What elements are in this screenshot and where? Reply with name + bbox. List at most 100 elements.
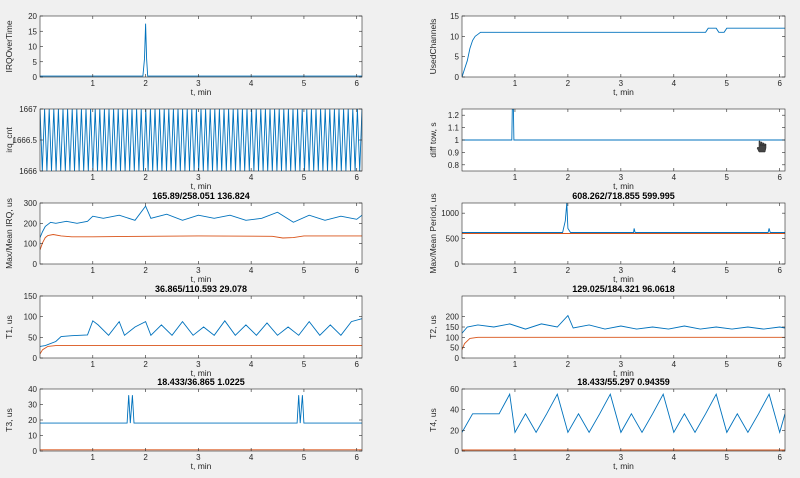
y-tick-label: 1.1 bbox=[448, 124, 460, 133]
x-tick-label: 1 bbox=[91, 79, 96, 88]
x-tick-label: 4 bbox=[672, 360, 677, 369]
series-line bbox=[40, 318, 362, 347]
chart-title: 18.433/55.297 0.94359 bbox=[577, 377, 670, 387]
x-tick-label: 2 bbox=[143, 266, 148, 275]
x-tick-label: 3 bbox=[196, 266, 201, 275]
x-tick-label: 1 bbox=[91, 173, 96, 182]
y-tick-label: 200 bbox=[446, 313, 460, 322]
x-tick-label: 3 bbox=[196, 79, 201, 88]
x-tick-label: 4 bbox=[249, 360, 254, 369]
y-tick-label: 20 bbox=[28, 416, 37, 425]
y-tick-label: 1666.5 bbox=[13, 136, 38, 145]
x-tick-label: 3 bbox=[619, 360, 624, 369]
x-tick-label: 1 bbox=[513, 453, 518, 462]
x-tick-label: 3 bbox=[196, 360, 201, 369]
plot-area bbox=[40, 16, 362, 77]
axes-frame bbox=[461, 388, 786, 452]
x-tick-label: 5 bbox=[725, 173, 730, 182]
plot-area bbox=[462, 296, 785, 358]
y-axis-label: UsedChannels bbox=[428, 19, 438, 75]
x-tick-label: 4 bbox=[672, 266, 677, 275]
x-tick-label: 6 bbox=[354, 79, 359, 88]
x-tick-label: 6 bbox=[777, 266, 782, 275]
series-line bbox=[462, 27, 785, 77]
y-axis-label: T4, us bbox=[428, 408, 438, 432]
axes-frame bbox=[461, 15, 786, 78]
x-axis-label: t, min bbox=[613, 181, 634, 191]
x-tick-label: 1 bbox=[91, 453, 96, 462]
x-axis-label: t, min bbox=[191, 461, 212, 471]
y-tick-label: 0 bbox=[455, 260, 460, 269]
x-tick-label: 2 bbox=[143, 453, 148, 462]
y-axis-label: IRQOverTime bbox=[4, 20, 14, 72]
y-tick-label: 0 bbox=[33, 73, 38, 82]
y-tick-label: 0 bbox=[33, 260, 38, 269]
x-tick-label: 5 bbox=[302, 266, 307, 275]
y-tick-label: 1667 bbox=[19, 105, 37, 114]
x-tick-label: 3 bbox=[619, 79, 624, 88]
series-line bbox=[40, 395, 362, 424]
y-tick-label: 100 bbox=[446, 333, 460, 342]
y-tick-label: 5 bbox=[33, 58, 38, 67]
x-tick-label: 3 bbox=[619, 453, 624, 462]
x-tick-label: 4 bbox=[672, 79, 677, 88]
plot-area bbox=[40, 389, 362, 451]
y-tick-label: 40 bbox=[450, 406, 459, 415]
y-axis-label: diff tow, s bbox=[428, 122, 438, 157]
x-tick-label: 2 bbox=[143, 173, 148, 182]
y-tick-label: 15 bbox=[28, 27, 37, 36]
chart-t1: 1 2 3 4 5 6 0 50 100 150 t, min T1, us 36.865/110.59… bbox=[4, 284, 363, 378]
x-tick-label: 5 bbox=[725, 360, 730, 369]
x-tick-label: 6 bbox=[777, 360, 782, 369]
y-axis-label: Max/Mean Period, us bbox=[428, 193, 438, 273]
x-tick-label: 1 bbox=[91, 266, 96, 275]
y-tick-label: 0.8 bbox=[448, 161, 460, 170]
series-line bbox=[40, 109, 362, 171]
y-tick-label: 50 bbox=[450, 344, 459, 353]
x-tick-label: 5 bbox=[302, 453, 307, 462]
x-tick-label: 4 bbox=[672, 453, 677, 462]
x-tick-label: 6 bbox=[354, 173, 359, 182]
x-tick-label: 6 bbox=[777, 173, 782, 182]
x-tick-label: 1 bbox=[513, 360, 518, 369]
x-axis-label: t, min bbox=[613, 368, 634, 378]
series-line bbox=[40, 234, 362, 250]
y-tick-label: 500 bbox=[446, 235, 460, 244]
x-axis-label: t, min bbox=[613, 461, 634, 471]
chart-title: 165.89/258.051 136.824 bbox=[152, 191, 250, 201]
x-axis-label: t, min bbox=[613, 87, 634, 97]
y-tick-label: 1.2 bbox=[448, 111, 460, 120]
series-line bbox=[462, 203, 785, 233]
y-tick-label: 30 bbox=[28, 401, 37, 410]
series-line bbox=[462, 109, 785, 141]
x-tick-label: 5 bbox=[302, 360, 307, 369]
chart-title: 129.025/184.321 96.0618 bbox=[572, 284, 675, 294]
chart-title: 18.433/36.865 1.0225 bbox=[157, 377, 245, 387]
y-tick-label: 0.9 bbox=[448, 148, 460, 157]
y-tick-label: 20 bbox=[450, 426, 459, 435]
x-axis-label: t, min bbox=[191, 181, 212, 191]
plot-area bbox=[462, 16, 785, 77]
axes-frame bbox=[39, 295, 363, 359]
x-tick-label: 5 bbox=[725, 79, 730, 88]
y-tick-label: 10 bbox=[28, 432, 37, 441]
x-tick-label: 3 bbox=[196, 453, 201, 462]
x-axis-label: t, min bbox=[191, 368, 212, 378]
y-tick-label: 1 bbox=[455, 136, 460, 145]
series-line bbox=[40, 345, 362, 355]
chart-title: 36.865/110.593 29.078 bbox=[155, 284, 247, 294]
y-axis-label: Max/Mean IRQ, us bbox=[4, 198, 14, 269]
plot-area bbox=[462, 389, 785, 451]
axes-frame bbox=[39, 202, 363, 265]
y-tick-label: 0 bbox=[455, 447, 460, 456]
chart-diff_tow: 1 2 3 4 5 6 0.8 0.9 1 1.1 1.2 t, min diff tow, s bbox=[428, 108, 786, 191]
y-axis-label: irq_cnt bbox=[4, 127, 14, 153]
y-axis-label: T1, us bbox=[4, 315, 14, 339]
x-tick-label: 5 bbox=[725, 453, 730, 462]
x-tick-label: 4 bbox=[249, 173, 254, 182]
x-axis-label: t, min bbox=[613, 274, 634, 284]
y-tick-label: 10 bbox=[450, 32, 459, 41]
